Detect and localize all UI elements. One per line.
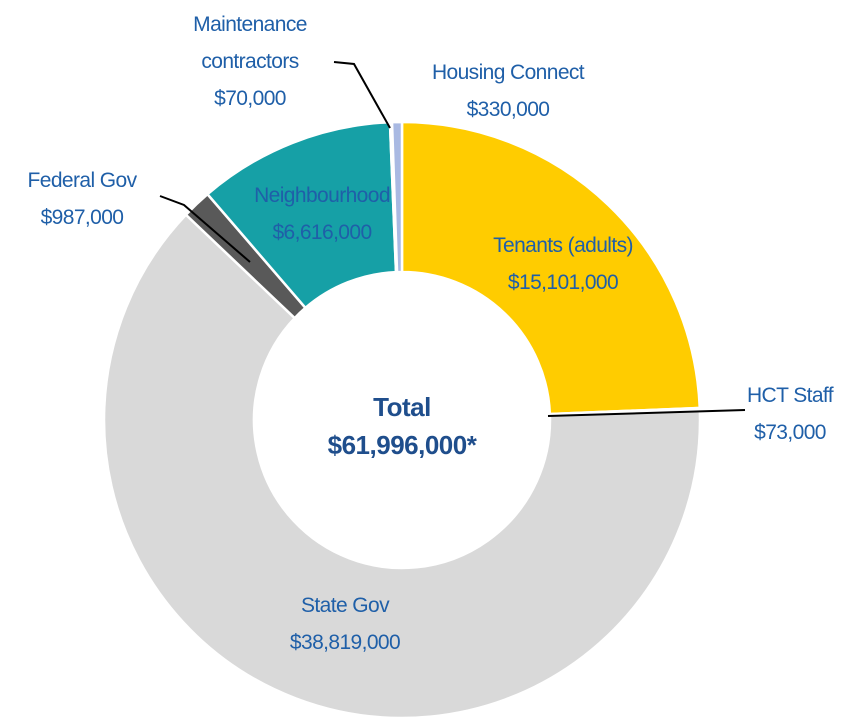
segment-value: $330,000 — [466, 98, 550, 121]
segment-value: $15,101,000 — [507, 271, 619, 294]
segment-name: State Gov — [301, 594, 390, 617]
segment-label: Federal Gov $987,000 — [27, 162, 138, 236]
center-title: Total — [373, 392, 431, 422]
segment-name: HCT Staff — [746, 384, 834, 407]
segment-label: HCT Staff $73,000 — [746, 377, 834, 451]
segment-label: Housing Connect $330,000 — [431, 54, 585, 128]
donut-segment — [102, 212, 702, 718]
center-label: Total $61,996,000* — [328, 388, 477, 464]
segment-name: Housing Connect — [431, 61, 585, 84]
segment-label: Maintenance contractors $70,000 — [180, 6, 320, 117]
segment-value: $38,819,000 — [289, 631, 401, 654]
segment-label: State Gov $38,819,000 — [289, 587, 401, 661]
segment-label: Neighbourhood $6,616,000 — [254, 177, 390, 251]
segment-value: $6,616,000 — [272, 221, 372, 244]
center-value: $61,996,000* — [327, 430, 477, 460]
leader-line — [159, 195, 251, 263]
segment-name: Tenants (adults) — [493, 234, 633, 257]
donut-segment — [400, 120, 702, 416]
segment-name: Neighbourhood — [254, 184, 390, 207]
leader-lines — [159, 61, 746, 417]
segment-name: Federal Gov — [27, 169, 138, 192]
segment-value: $73,000 — [754, 421, 826, 444]
leader-line — [333, 61, 391, 129]
segment-name: Maintenance contractors — [193, 13, 307, 73]
leader-line — [547, 409, 746, 417]
segment-value: $987,000 — [40, 206, 124, 229]
segment-value: $70,000 — [214, 87, 286, 110]
donut-segment — [390, 120, 404, 274]
segment-label: Tenants (adults) $15,101,000 — [493, 227, 633, 301]
donut — [102, 120, 702, 718]
